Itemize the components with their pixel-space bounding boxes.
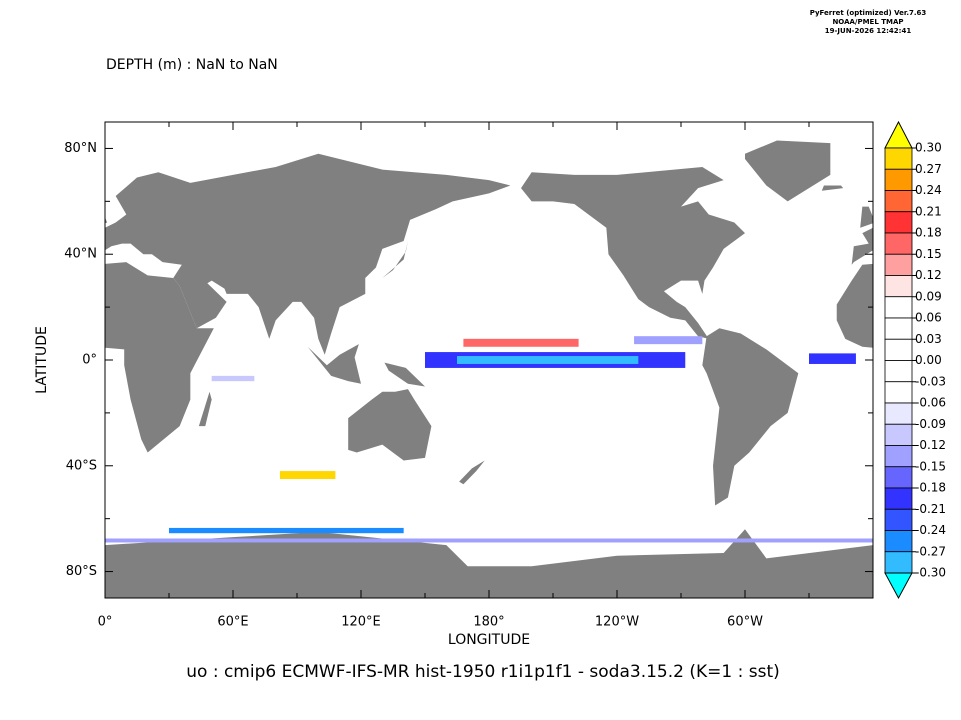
- colorbar-box: [884, 508, 913, 531]
- anomaly-patch: [211, 375, 255, 382]
- chart-title: uo : cmip6 ECMWF-IFS-MR hist-1950 r1i1p1…: [186, 662, 780, 682]
- colorbar-label: 0.27: [915, 162, 942, 176]
- colorbar-label: 0.12: [915, 268, 942, 282]
- x-tick-label: 120°E: [341, 615, 381, 630]
- colorbar-label: -0.15: [915, 459, 946, 473]
- y-tick-label: 0°: [82, 353, 97, 368]
- y-tick-label: 40°N: [64, 247, 97, 262]
- y-tick-label: 80°S: [66, 564, 97, 579]
- land: [54, 185, 75, 190]
- land: [521, 166, 745, 339]
- colorbar-label: 0.06: [915, 311, 942, 325]
- header-line: NOAA/PMEL TMAP: [832, 18, 903, 26]
- colorbar-box: [884, 275, 913, 298]
- colorbar-box: [884, 211, 913, 234]
- colorbar-label: -0.09: [915, 417, 946, 431]
- land: [198, 391, 212, 427]
- x-tick-label: 60°E: [217, 615, 248, 630]
- land: [459, 460, 485, 485]
- colorbar-box: [884, 466, 913, 489]
- land: [105, 153, 511, 355]
- colorbar-box: [884, 147, 913, 170]
- colorbar-label: -0.30: [915, 566, 946, 580]
- colorbar-label: -0.12: [915, 438, 946, 452]
- y-tick-label: 40°S: [66, 458, 97, 473]
- colorbar-box: [884, 190, 913, 213]
- colorbar-label: 0.09: [915, 289, 942, 303]
- x-tick-label: 120°W: [595, 615, 639, 630]
- colorbar-label: 0.15: [915, 247, 942, 261]
- land: [836, 263, 873, 348]
- colorbar-label: 0.18: [915, 226, 942, 240]
- y-axis-label: LATITUDE: [34, 326, 50, 394]
- land: [384, 362, 425, 387]
- colorbar-label: -0.27: [915, 544, 946, 558]
- land: [745, 140, 831, 202]
- anomaly-patch: [279, 471, 336, 479]
- colorbar-box: [884, 423, 913, 446]
- land: [307, 344, 361, 384]
- y-tick-label: 80°N: [64, 141, 97, 156]
- land: [105, 262, 214, 453]
- colorbar-box: [884, 168, 913, 191]
- colorbar-triangle: [884, 572, 913, 600]
- land: [348, 389, 432, 461]
- colorbar-box: [884, 445, 913, 468]
- colorbar-box: [884, 296, 913, 319]
- subtitle: DEPTH (m) : NaN to NaN: [106, 57, 278, 73]
- colorbar-label: 0.03: [915, 332, 942, 346]
- colorbar-box: [884, 317, 913, 340]
- anomaly-patch: [463, 338, 579, 347]
- colorbar-label: -0.03: [915, 374, 946, 388]
- anomaly-patch: [457, 356, 639, 364]
- anomaly-patch: [809, 353, 856, 364]
- colorbar-box: [884, 551, 913, 574]
- colorbar-box: [884, 232, 913, 255]
- colorbar-box: [884, 253, 913, 276]
- colorbar-box: [884, 402, 913, 425]
- land: [851, 227, 873, 265]
- anomaly-patch: [105, 538, 873, 543]
- header-line: PyFerret (optimized) Ver.7.63: [810, 9, 927, 17]
- colorbar-label: 0.30: [915, 141, 942, 155]
- header-line: 19-JUN-2026 12:42:41: [825, 27, 912, 35]
- colorbar-label: -0.21: [915, 502, 946, 516]
- land: [382, 241, 408, 279]
- colorbar-box: [884, 338, 913, 361]
- map-area: [54, 140, 873, 598]
- colorbar-box: [884, 487, 913, 510]
- x-tick-label: 180°: [473, 615, 504, 630]
- colorbar-label: -0.06: [915, 396, 946, 410]
- colorbar-label: -0.18: [915, 481, 946, 495]
- colorbar-label: -0.24: [915, 523, 946, 537]
- x-axis-label: LONGITUDE: [448, 632, 530, 648]
- land: [860, 206, 873, 228]
- land: [105, 529, 873, 598]
- land: [702, 328, 799, 506]
- colorbar-label: 0.21: [915, 204, 942, 218]
- land: [105, 217, 108, 224]
- colorbar-box: [884, 530, 913, 553]
- colorbar-box: [884, 381, 913, 404]
- anomaly-patch: [169, 527, 404, 534]
- land: [821, 185, 844, 191]
- anomaly-patch: [634, 336, 703, 345]
- colorbar-box: [884, 360, 913, 383]
- colorbar-label: 0.24: [915, 183, 942, 197]
- x-tick-label: 60°W: [727, 615, 763, 630]
- colorbar-triangle: [884, 120, 913, 149]
- colorbar-label: 0.00: [915, 353, 942, 367]
- x-tick-label: 0°: [98, 615, 113, 630]
